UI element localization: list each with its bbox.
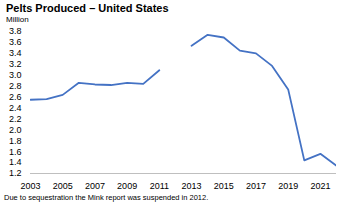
svg-text:2011: 2011	[150, 181, 169, 191]
html-text:Due to sequestration the Mink: Due to sequestration the Mink report was…	[4, 193, 209, 202]
svg-text:2015: 2015	[214, 181, 234, 191]
svg-text:2021: 2021	[310, 181, 330, 191]
svg-text:1.8: 1.8	[9, 136, 22, 146]
svg-text:1.4: 1.4	[9, 157, 22, 167]
html-text:Pelts Produced – United States: Pelts Produced – United States	[6, 2, 169, 14]
svg-text:1.2: 1.2	[9, 168, 22, 178]
svg-text:2.6: 2.6	[9, 92, 22, 102]
svg-text:3.0: 3.0	[9, 70, 22, 80]
svg-text:2019: 2019	[278, 181, 298, 191]
svg-text:2.2: 2.2	[9, 114, 22, 124]
svg-text:3.8: 3.8	[9, 26, 22, 36]
svg-text:2007: 2007	[85, 181, 105, 191]
svg-text:2013: 2013	[182, 181, 202, 191]
svg-text:2.4: 2.4	[9, 103, 22, 113]
svg-text:2.0: 2.0	[9, 125, 22, 135]
svg-text:2003: 2003	[20, 181, 40, 191]
svg-text:2017: 2017	[246, 181, 266, 191]
svg-text:1.6: 1.6	[9, 147, 22, 157]
html-text:Million: Million	[6, 15, 29, 24]
svg-text:2.8: 2.8	[9, 81, 22, 91]
svg-text:3.4: 3.4	[9, 48, 22, 58]
svg-text:2005: 2005	[53, 181, 73, 191]
svg-text:2009: 2009	[117, 181, 137, 191]
svg-text:3.2: 3.2	[9, 59, 22, 69]
svg-text:3.6: 3.6	[9, 37, 22, 47]
